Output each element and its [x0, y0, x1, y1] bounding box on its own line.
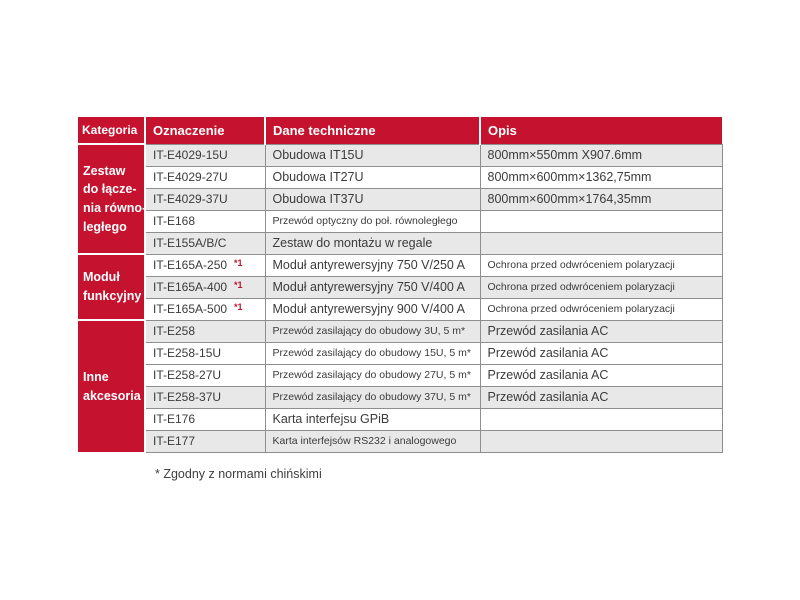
tech-spec-cell: Przewód zasilający do obudowy 3U, 5 m*: [264, 319, 481, 343]
table-body: Zestaw do łącze-nia równo-ległego IT-E4029…: [78, 143, 723, 453]
description-cell: 800mm×600mm×1764,35mm: [479, 187, 723, 211]
product-code: IT-E155A/B/C: [153, 236, 227, 250]
table-row: Inne akcesoria IT-E258 Przewód zasilający d…: [78, 319, 723, 452]
category-label-line: akcesoria: [83, 388, 141, 403]
category-cell-modu-funkcyjny: Moduł funkcyjny: [78, 253, 146, 320]
tech-spec-cell: Przewód zasilający do obudowy 27U, 5 m*: [264, 363, 481, 387]
product-code: IT-E177: [153, 434, 196, 448]
product-code: IT-E165A-500: [153, 302, 228, 316]
tech-spec-cell: Przewód optyczny do poł. równoległego: [264, 209, 481, 233]
category-cell-inne-akcesoria: Inne akcesoria: [78, 319, 146, 452]
category-label-line: nia równo-: [83, 201, 145, 215]
tech-spec-cell: Przewód zasilający do obudowy 37U, 5 m*: [264, 385, 481, 409]
description-cell: Przewód zasilania AC: [479, 341, 723, 365]
product-code: IT-E176: [153, 412, 196, 426]
product-code: IT-E168: [153, 214, 196, 228]
tech-spec-cell: Zestaw do montażu w regale: [264, 231, 481, 255]
table-row: IT-E258-27U Przewód zasilający do obudowy…: [78, 363, 723, 387]
description-cell: Ochrona przed odwróceniem polaryzacji: [479, 253, 723, 277]
product-code: IT-E4029-15U: [153, 148, 228, 162]
product-code-cell: IT-E165A-400 *1: [144, 275, 266, 299]
description-cell: [479, 429, 723, 453]
product-code: IT-E165A-250: [153, 258, 228, 272]
category-label-line: Zestaw: [83, 163, 126, 178]
header-row: Kategoria Oznaczenie Dane techniczne Opis: [78, 117, 722, 144]
footnote-ref-marker: *1: [234, 302, 243, 312]
table-row: Moduł funkcyjny IT-E165A-250 *1 Moduł antyre…: [78, 253, 723, 320]
product-code-cell: IT-E4029-15U: [144, 143, 266, 167]
column-header-oznaczenie: Oznaczenie: [144, 117, 265, 144]
table-header: Kategoria Oznaczenie Dane techniczne Opis: [78, 117, 722, 144]
footnote-ref-marker: *1: [234, 258, 243, 268]
table-row: Zestaw do łącze-nia równo-ległego IT-E4029…: [78, 143, 723, 254]
description-cell: Przewód zasilania AC: [479, 363, 723, 387]
product-code-cell: IT-E168: [144, 209, 266, 233]
product-code-cell: IT-E165A-500 *1: [144, 297, 266, 321]
table-row: IT-E165A-500 *1 Moduł antyrewersyjny 900 V…: [78, 297, 723, 321]
product-code-cell: IT-E258-15U: [144, 341, 266, 365]
category-label-line: do łącze-: [83, 182, 137, 197]
product-code-cell: IT-E177: [144, 429, 266, 453]
product-code-cell: IT-E4029-27U: [144, 165, 266, 189]
table-row: IT-E168 Przewód optyczny do poł. równoleg…: [78, 209, 723, 233]
category-cell-zestaw-do-cze-nia-r-wno-leg-ego: Zestaw do łącze-nia równo-ległego: [78, 143, 146, 254]
product-code: IT-E258: [153, 324, 196, 338]
table-row: IT-E258-37U Przewód zasilający do obudowy…: [78, 385, 723, 409]
category-label-line: Moduł: [83, 270, 120, 285]
product-code-cell: IT-E4029-37U: [144, 187, 266, 211]
product-code: IT-E258-15U: [153, 346, 222, 360]
footnote-ref-marker: *1: [234, 280, 243, 290]
description-cell: Ochrona przed odwróceniem polaryzacji: [479, 275, 723, 299]
description-cell: [479, 209, 723, 233]
product-code-cell: IT-E155A/B/C: [144, 231, 266, 255]
table-row: IT-E4029-37U Obudowa IT37U 800mm×600mm×176…: [78, 187, 723, 211]
product-code-cell: IT-E165A-250 *1: [144, 253, 266, 277]
product-code-cell: IT-E176: [144, 407, 266, 431]
product-code: IT-E165A-400: [153, 280, 228, 294]
tech-spec-cell: Obudowa IT15U: [264, 143, 481, 167]
category-label-line: Inne: [83, 369, 109, 384]
product-code-cell: IT-E258-27U: [144, 363, 266, 387]
tech-spec-cell: Obudowa IT27U: [264, 165, 481, 189]
description-cell: Przewód zasilania AC: [479, 319, 723, 343]
description-cell: Przewód zasilania AC: [479, 385, 723, 409]
table-row: IT-E258-15U Przewód zasilający do obudowy…: [78, 341, 723, 365]
product-code: IT-E4029-37U: [153, 192, 228, 206]
table-row: IT-E4029-27U Obudowa IT27U 800mm×600mm×136…: [78, 165, 723, 189]
description-cell: [479, 407, 723, 431]
category-label-line: ległego: [83, 219, 127, 234]
category-label-line: funkcyjny: [83, 289, 142, 303]
table-row: IT-E177 Karta interfejsów RS232 i analogo…: [78, 429, 723, 453]
description-cell: 800mm×600mm×1362,75mm: [479, 165, 723, 189]
column-header-opis: Opis: [479, 117, 722, 144]
product-code: IT-E4029-27U: [153, 170, 228, 184]
product-code-cell: IT-E258: [144, 319, 266, 343]
tech-spec-cell: Karta interfejsu GPiB: [264, 407, 481, 431]
product-code-cell: IT-E258-37U: [144, 385, 266, 409]
table-row: IT-E176 Karta interfejsu GPiB: [78, 407, 723, 431]
column-header-dane-techniczne: Dane techniczne: [264, 117, 480, 144]
tech-spec-cell: Przewód zasilający do obudowy 15U, 5 m*: [264, 341, 481, 365]
tech-spec-cell: Moduł antyrewersyjny 900 V/400 A: [264, 297, 481, 321]
tech-spec-cell: Karta interfejsów RS232 i analogowego: [264, 429, 481, 453]
tech-spec-cell: Obudowa IT37U: [264, 187, 481, 211]
tech-spec-cell: Moduł antyrewersyjny 750 V/250 A: [264, 253, 481, 277]
product-code: IT-E258-27U: [153, 368, 222, 382]
description-cell: [479, 231, 723, 255]
column-header-kategoria: Kategoria: [78, 117, 145, 144]
footnote-text: * Zgodny z normami chińskimi: [155, 467, 322, 481]
description-cell: Ochrona przed odwróceniem polaryzacji: [479, 297, 723, 321]
description-cell: 800mm×550mm X907.6mm: [479, 143, 723, 167]
tech-spec-cell: Moduł antyrewersyjny 750 V/400 A: [264, 275, 481, 299]
accessories-table: Kategoria Oznaczenie Dane techniczne Opis Z…: [78, 117, 723, 453]
product-code: IT-E258-37U: [153, 390, 222, 404]
table-row: IT-E165A-400 *1 Moduł antyrewersyjny 750 V…: [78, 275, 723, 299]
table-row: IT-E155A/B/C Zestaw do montażu w regale: [78, 231, 723, 255]
